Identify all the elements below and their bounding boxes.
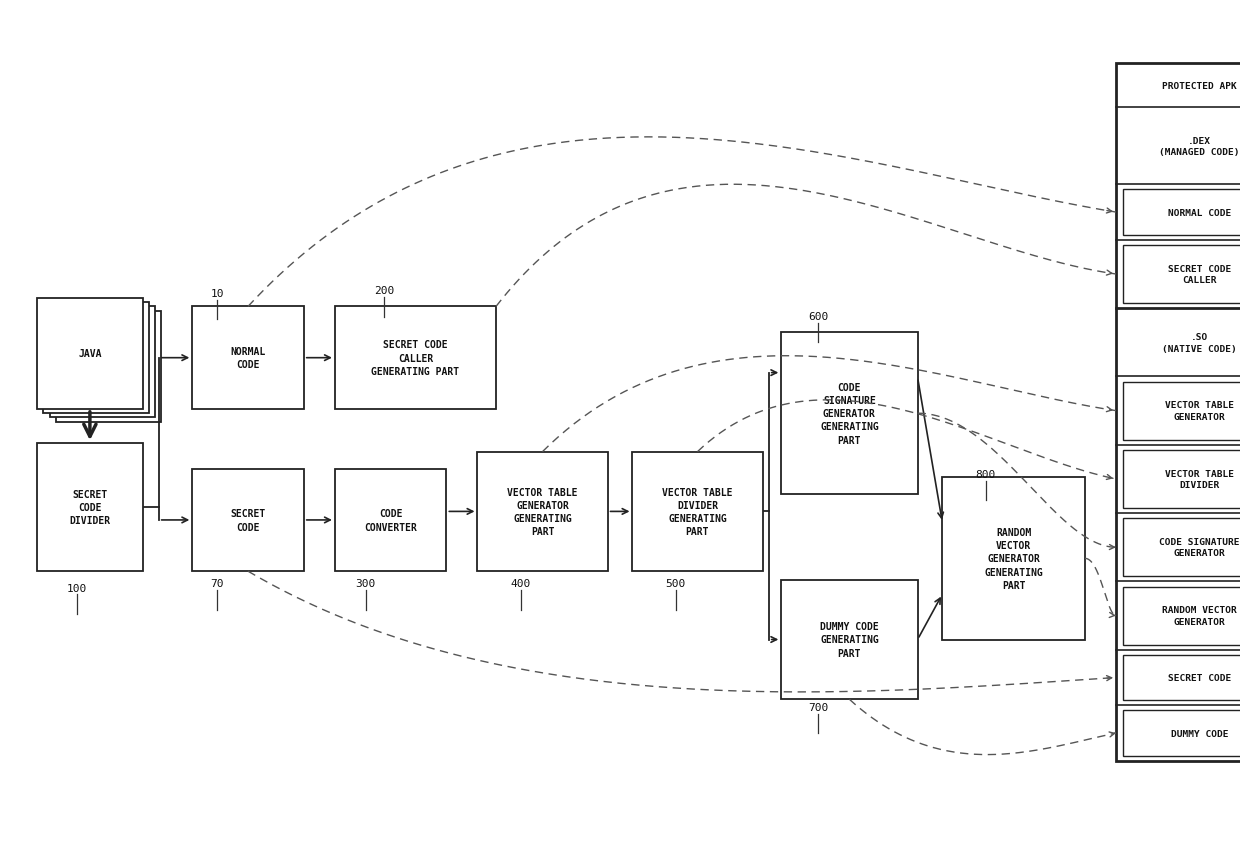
Text: DUMMY CODE
GENERATING
PART: DUMMY CODE GENERATING PART	[820, 622, 879, 658]
Bar	[335, 469, 446, 572]
Bar	[43, 303, 149, 414]
Text: .DEX
(MANAGED CODE): .DEX (MANAGED CODE)	[1159, 136, 1240, 157]
Text: JAVA: JAVA	[78, 349, 102, 359]
Text: RANDOM
VECTOR
GENERATOR
GENERATING
PART: RANDOM VECTOR GENERATOR GENERATING PART	[985, 527, 1043, 590]
Text: CODE
SIGNATURE
GENERATOR
GENERATING
PART: CODE SIGNATURE GENERATOR GENERATING PART	[820, 382, 879, 445]
Text: RANDOM VECTOR
GENERATOR: RANDOM VECTOR GENERATOR	[1162, 606, 1238, 626]
Text: SECRET
CODE
DIVIDER: SECRET CODE DIVIDER	[69, 490, 110, 525]
Text: NORMAL
CODE: NORMAL CODE	[231, 346, 265, 370]
Bar	[1123, 190, 1240, 235]
Text: VECTOR TABLE
DIVIDER
GENERATING
PART: VECTOR TABLE DIVIDER GENERATING PART	[662, 487, 733, 537]
Bar	[1123, 246, 1240, 304]
Text: SECRET CODE
CALLER: SECRET CODE CALLER	[1168, 264, 1231, 285]
Bar	[477, 452, 608, 572]
Text: DUMMY CODE: DUMMY CODE	[1171, 728, 1229, 738]
Text: 300: 300	[356, 578, 376, 589]
Bar	[781, 333, 918, 495]
Text: .SO
(NATIVE CODE): .SO (NATIVE CODE)	[1162, 333, 1238, 353]
Text: SECRET CODE: SECRET CODE	[1168, 673, 1231, 682]
Text: VECTOR TABLE
DIVIDER: VECTOR TABLE DIVIDER	[1166, 469, 1234, 490]
Bar	[37, 444, 143, 572]
Text: 400: 400	[511, 578, 531, 589]
Bar	[942, 478, 1085, 640]
Bar	[192, 469, 304, 572]
Text: 800: 800	[976, 469, 996, 479]
Bar	[1123, 655, 1240, 700]
Bar	[1123, 382, 1240, 440]
Text: 700: 700	[808, 702, 828, 712]
Bar	[1123, 587, 1240, 645]
Bar	[1123, 450, 1240, 508]
Bar	[335, 307, 496, 409]
Text: NORMAL CODE: NORMAL CODE	[1168, 208, 1231, 218]
Bar	[1123, 711, 1240, 756]
Text: 100: 100	[67, 583, 87, 593]
Text: 200: 200	[374, 286, 394, 296]
Bar	[632, 452, 763, 572]
Text: VECTOR TABLE
GENERATOR
GENERATING
PART: VECTOR TABLE GENERATOR GENERATING PART	[507, 487, 578, 537]
Text: SECRET CODE
CALLER
GENERATING PART: SECRET CODE CALLER GENERATING PART	[371, 340, 460, 376]
Text: CODE
CONVERTER: CODE CONVERTER	[365, 508, 417, 532]
Bar	[192, 307, 304, 409]
Bar	[781, 580, 918, 699]
Text: SECRET
CODE: SECRET CODE	[231, 508, 265, 532]
Bar	[1123, 519, 1240, 577]
Bar	[50, 307, 155, 418]
Text: CODE SIGNATURE
GENERATOR: CODE SIGNATURE GENERATOR	[1159, 537, 1240, 558]
Text: 600: 600	[808, 311, 828, 322]
Text: 70: 70	[211, 578, 223, 589]
Bar	[56, 311, 161, 422]
Text: 10: 10	[211, 288, 223, 299]
Bar	[1116, 64, 1240, 761]
Text: VECTOR TABLE
GENERATOR: VECTOR TABLE GENERATOR	[1166, 401, 1234, 421]
Text: PROTECTED APK: PROTECTED APK	[1162, 82, 1238, 90]
Text: 500: 500	[666, 578, 686, 589]
Bar	[37, 299, 143, 409]
